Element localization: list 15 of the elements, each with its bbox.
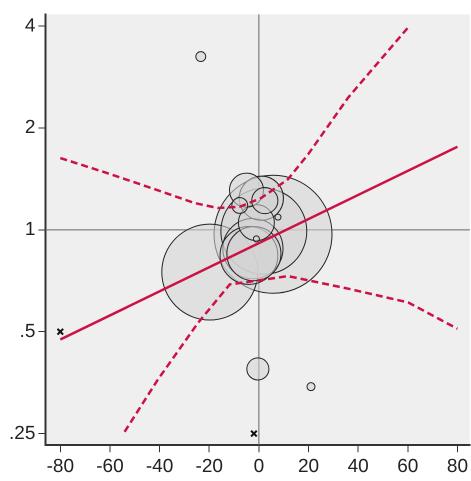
y-tick-label: .5	[20, 320, 36, 342]
line-series	[123, 274, 459, 434]
y-tick-label: .25	[8, 422, 36, 444]
x-tick-label: -40	[146, 456, 174, 477]
x-tick-label: -20	[195, 456, 223, 477]
y-tick-label: 4	[24, 15, 36, 36]
x-tick-label: -60	[96, 456, 124, 477]
y-tick-label: 1	[24, 219, 36, 240]
x-tick-label: -80	[46, 456, 74, 477]
x-tick-label: 80	[446, 456, 468, 477]
x-tick-label: 40	[348, 456, 369, 477]
x-tick-label: 60	[397, 456, 418, 477]
y-tick-label: 2	[24, 117, 36, 138]
x-tick-label: 0	[254, 456, 264, 477]
x-tick-label: 20	[298, 456, 320, 477]
